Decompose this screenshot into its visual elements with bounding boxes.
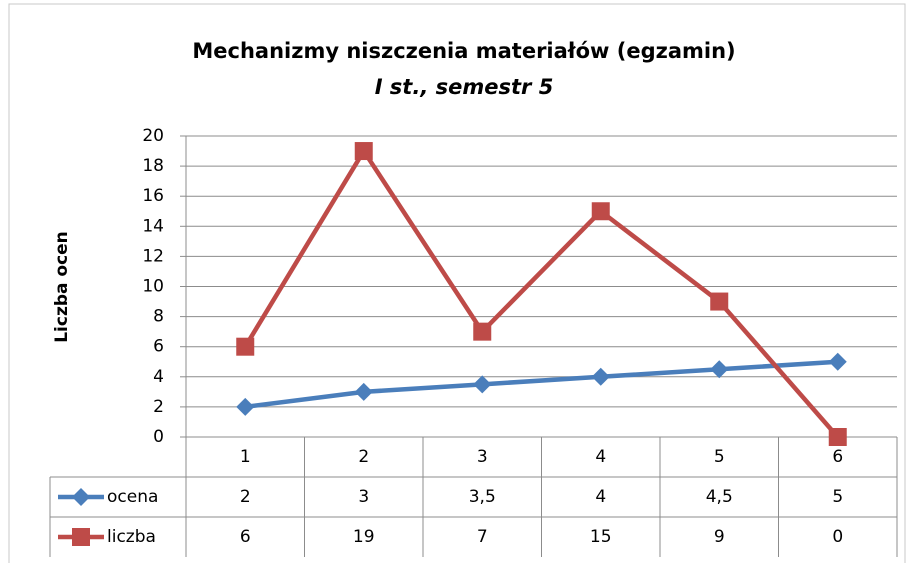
- table-cell: 3: [358, 487, 369, 507]
- y-tick-label: 12: [142, 246, 164, 266]
- marker: [710, 292, 729, 311]
- y-tick-label: 0: [153, 427, 164, 447]
- table-cell: 15: [590, 527, 612, 547]
- y-tick-label: 4: [153, 367, 164, 387]
- y-tick-label: 18: [142, 156, 164, 176]
- table-cell: 0: [832, 527, 843, 547]
- marker: [710, 360, 729, 379]
- table-cell: 3,5: [469, 487, 496, 507]
- x-tick-label: 2: [358, 447, 369, 467]
- marker: [591, 367, 610, 386]
- series-line: [244, 359, 838, 410]
- chart-border: [8, 3, 906, 563]
- table-cell: 2: [240, 487, 251, 507]
- marker: [236, 397, 255, 416]
- legend-label: ocena: [107, 487, 158, 507]
- y-tick-label: 2: [153, 397, 164, 417]
- y-tick-label: 10: [142, 277, 164, 297]
- y-tick-label: 6: [153, 337, 164, 357]
- legend-marker: [72, 488, 90, 506]
- table-cell: 6: [240, 527, 251, 547]
- x-tick-label: 1: [240, 447, 251, 467]
- y-tick-label: 16: [142, 186, 164, 206]
- chart-title: Mechanizmy niszczenia materiałów (egzami…: [192, 39, 735, 63]
- marker: [591, 202, 610, 221]
- chart-subtitle: I st., semestr 5: [375, 75, 554, 99]
- x-tick-label: 4: [595, 447, 606, 467]
- series-line: [243, 148, 840, 439]
- table-cell: 7: [477, 527, 488, 547]
- table-cell: 4: [595, 487, 606, 507]
- marker: [354, 382, 373, 401]
- marker: [828, 352, 847, 371]
- table-cell: 4,5: [706, 487, 733, 507]
- y-tick-label: 14: [142, 216, 164, 236]
- y-axis-title: Liczba ocen: [52, 231, 72, 343]
- y-tick-label: 8: [153, 307, 164, 327]
- marker: [828, 428, 847, 446]
- marker: [236, 337, 255, 356]
- table-cell: 5: [832, 487, 843, 507]
- legend-label: liczba: [107, 527, 156, 547]
- x-tick-label: 3: [477, 447, 488, 467]
- marker: [473, 375, 492, 394]
- table-cell: 9: [714, 527, 725, 547]
- marker: [473, 322, 492, 341]
- y-tick-label: 20: [142, 126, 164, 146]
- marker: [354, 142, 373, 161]
- x-tick-label: 5: [714, 447, 725, 467]
- table-cell: 19: [353, 527, 375, 547]
- x-tick-label: 6: [832, 447, 843, 467]
- legend-marker: [72, 528, 90, 546]
